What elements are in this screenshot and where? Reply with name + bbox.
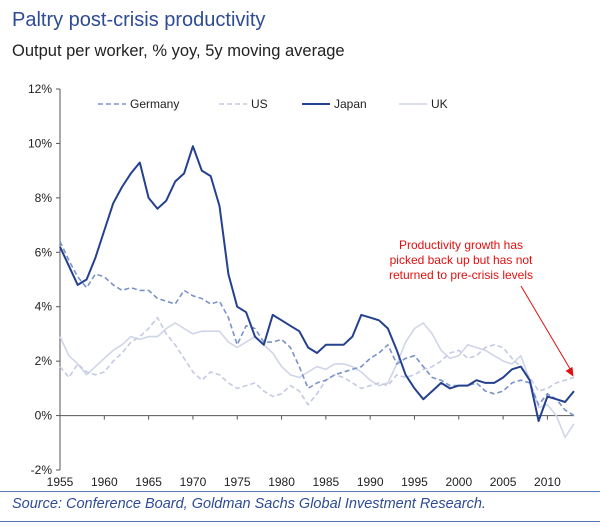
x-tick-label: 2005 xyxy=(490,475,517,489)
y-tick-label: 0% xyxy=(35,409,53,423)
legend-label-uk: UK xyxy=(431,97,448,111)
x-tick-label: 2000 xyxy=(445,475,472,489)
x-tick-label: 1970 xyxy=(180,475,207,489)
annotation-arrow-line xyxy=(520,285,572,371)
y-tick-label: 8% xyxy=(35,191,53,205)
series-line-japan xyxy=(59,145,575,422)
footer-rule-top xyxy=(0,491,600,492)
axes: -2% 0% 2% 4% 6% 8% 10% 12% 1955 1960 1965 1970 1975 1… xyxy=(28,82,574,489)
y-tick-label: 10% xyxy=(28,136,52,150)
x-tick-label: 1980 xyxy=(268,475,295,489)
series-lines xyxy=(59,145,575,439)
y-tick-label: 4% xyxy=(35,300,53,314)
source-note: Source: Conference Board, Goldman Sachs … xyxy=(12,496,486,512)
x-tick-label: 2010 xyxy=(534,475,561,489)
x-tick-label: 1995 xyxy=(401,475,428,489)
annotation-arrowhead xyxy=(565,366,574,377)
x-tick-label: 1975 xyxy=(224,475,251,489)
legend-label-us: US xyxy=(251,97,268,111)
annotation-line: returned to pre-crisis levels xyxy=(389,268,533,282)
annotation-line: Productivity growth has xyxy=(399,238,523,252)
x-tick-label: 1955 xyxy=(47,475,74,489)
legend: Germany US Japan UK xyxy=(98,97,448,111)
chart-title: Paltry post-crisis productivity xyxy=(12,9,266,31)
footer-rule-bottom xyxy=(0,521,600,522)
y-tick-label: 12% xyxy=(28,82,52,96)
y-tick-label: 2% xyxy=(35,354,53,368)
chart-subtitle: Output per worker, % yoy, 5y moving aver… xyxy=(12,42,345,60)
x-tick-label: 1985 xyxy=(313,475,340,489)
x-tick-label: 1960 xyxy=(91,475,118,489)
annotation-line: picked back up but has not xyxy=(390,253,533,267)
series-line-germany xyxy=(59,241,575,417)
legend-label-germany: Germany xyxy=(130,97,179,111)
series-line-uk xyxy=(59,322,575,439)
legend-label-japan: Japan xyxy=(334,97,367,111)
y-tick-label: 6% xyxy=(35,245,53,259)
series-line-us xyxy=(59,316,575,406)
y-tick-label: -2% xyxy=(31,463,53,477)
x-tick-label: 1965 xyxy=(135,475,162,489)
x-tick-label: 1990 xyxy=(357,475,384,489)
